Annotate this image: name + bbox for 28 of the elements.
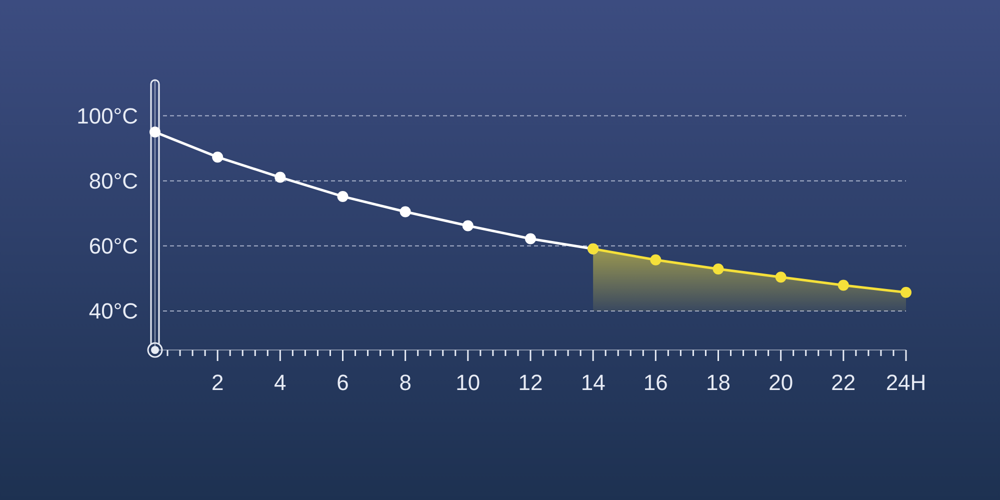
point	[462, 220, 474, 232]
x-tick-label: 24H	[886, 370, 926, 395]
x-tick-label: 22	[831, 370, 856, 395]
y-tick-label: 100°C	[76, 103, 138, 128]
y-tick-label: 40°C	[88, 298, 138, 324]
x-tick-label: 16	[643, 370, 668, 395]
point	[900, 286, 912, 298]
point	[650, 254, 662, 266]
point	[212, 152, 224, 163]
x-tick-label: 2	[211, 370, 224, 395]
point	[775, 272, 786, 283]
x-tick-label: 4	[274, 370, 286, 395]
x-tick-label: 8	[399, 370, 412, 395]
x-tick-label: 6	[336, 370, 349, 395]
point	[274, 172, 286, 183]
point	[712, 264, 724, 274]
x-tick-label: 18	[706, 370, 730, 395]
y-tick-label: 80°C	[88, 168, 138, 194]
x-tick-label: 20	[768, 370, 794, 395]
x-tick-label: 12	[518, 370, 543, 395]
y-tick-label: 60°C	[88, 234, 138, 259]
x-tick-label: 10	[456, 370, 480, 395]
point	[400, 206, 411, 218]
x-tick-label: 14	[580, 370, 606, 395]
point	[150, 126, 160, 138]
point	[838, 280, 849, 291]
point	[337, 190, 348, 202]
point	[525, 233, 536, 244]
